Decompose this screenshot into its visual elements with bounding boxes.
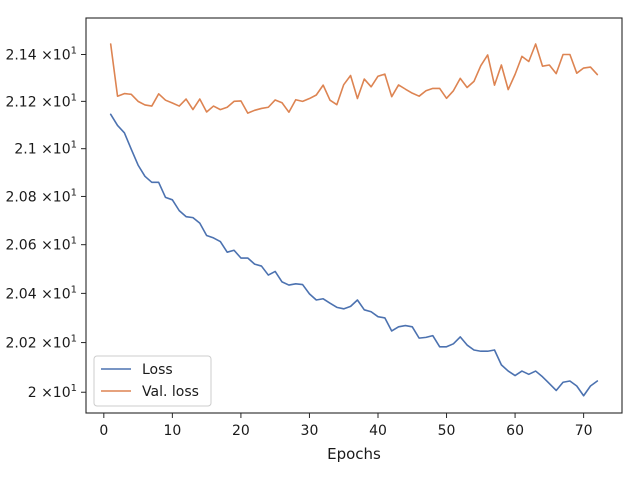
x-axis-title: Epochs (327, 445, 381, 463)
series-line-loss (109, 113, 599, 397)
x-tick-label: 30 (301, 423, 319, 439)
y-tick-label: 2 ×101 (28, 383, 77, 401)
y-tick-label: 2.02 ×101 (5, 334, 77, 352)
x-tick-label: 70 (575, 423, 593, 439)
x-tick-label: 0 (99, 423, 108, 439)
y-tick-label: 2.04 ×101 (5, 284, 77, 302)
plot-area (86, 18, 622, 413)
y-tick-label: 2.14 ×101 (5, 45, 77, 63)
legend-label-loss: Loss (142, 362, 173, 378)
y-tick-label: 2.06 ×101 (5, 236, 77, 254)
x-tick-label: 40 (369, 423, 387, 439)
y-tick-label: 2.12 ×101 (5, 92, 77, 110)
y-axis: 2 ×101 2.02 ×101 2.04 ×101 2.06 ×101 2.08 ×1… (5, 45, 86, 401)
x-tick-label: 20 (232, 423, 250, 439)
axes-frame (85, 17, 623, 414)
x-tick-label: 50 (438, 423, 456, 439)
y-tick-label: 2.1 ×101 (14, 140, 77, 158)
series-layer (109, 43, 599, 397)
x-tick-label: 60 (506, 423, 524, 439)
legend: Loss Val. loss (93, 355, 212, 407)
x-axis: 0 10 20 30 40 50 60 70 (99, 413, 593, 439)
series-line-val-loss (109, 43, 599, 114)
legend-label-val-loss: Val. loss (142, 384, 199, 400)
x-tick-label: 10 (163, 423, 181, 439)
y-tick-label: 2.08 ×101 (5, 187, 77, 205)
